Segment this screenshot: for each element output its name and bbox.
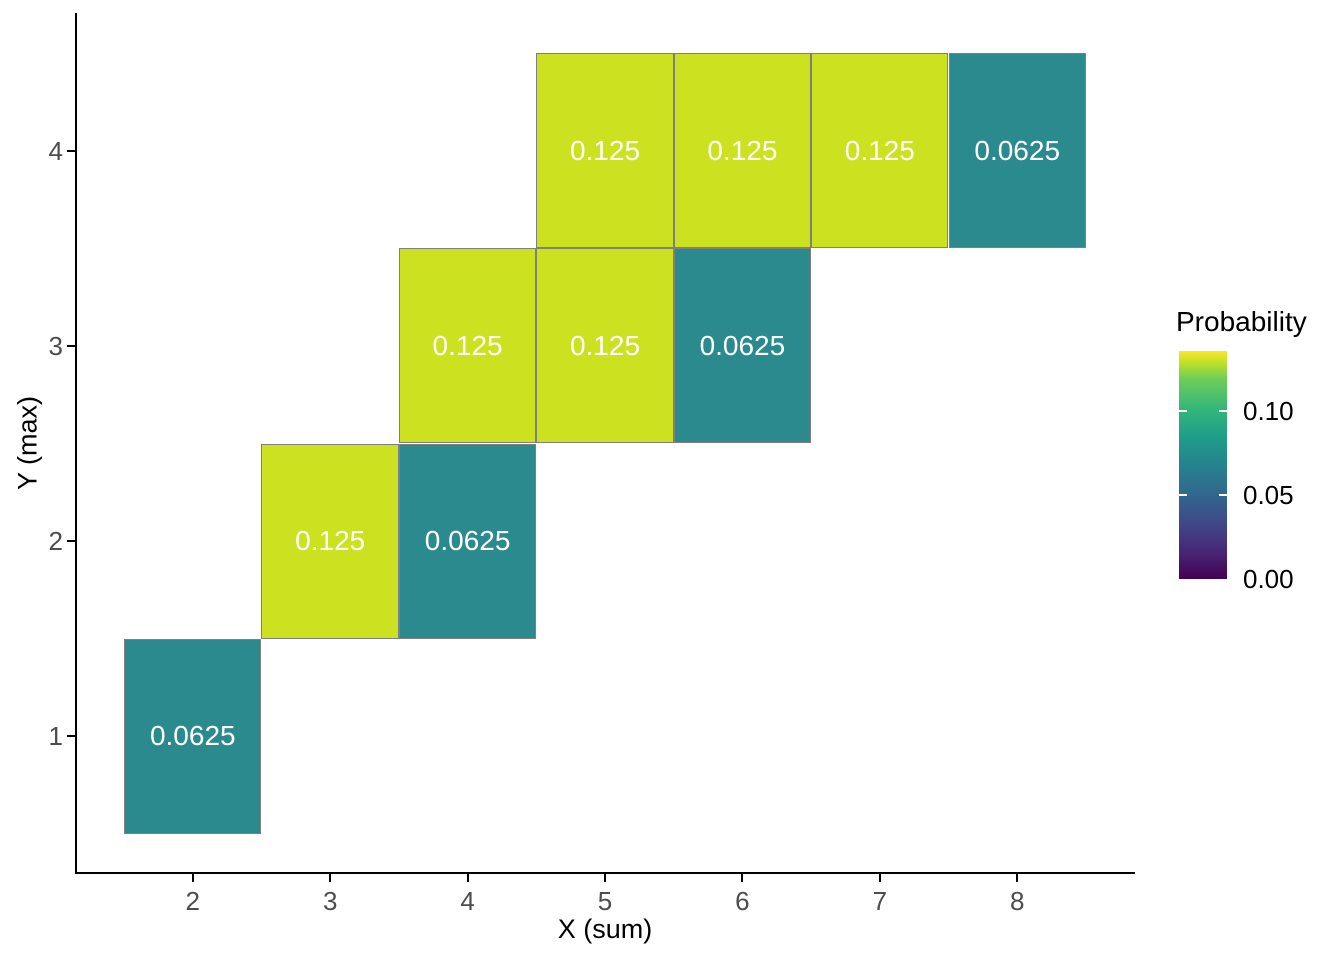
x-tick-label: 2: [185, 886, 201, 916]
x-tick-mark: [466, 874, 469, 882]
tile-probability-label: 0.125: [432, 329, 503, 361]
plot-panel: 0.0625 0.125 0.0625 0.125 0.125 0.0625 0.125 0.…: [76, 14, 1134, 873]
legend: Probability 0.10 0.05 0.00: [1176, 308, 1344, 608]
heatmap-tile-x7-y4: 0.125: [811, 53, 949, 249]
y-axis-line: [75, 13, 77, 874]
heatmap-tile-x8-y4: 0.0625: [948, 53, 1086, 249]
x-tick-label: 3: [322, 886, 338, 916]
y-axis-title: Y (max): [12, 395, 43, 491]
x-tick-mark: [191, 874, 194, 882]
legend-label: 0.10: [1243, 396, 1294, 427]
y-tick-mark: [67, 344, 75, 347]
legend-title: Probability: [1176, 306, 1307, 337]
tile-probability-label: 0.0625: [149, 720, 236, 752]
x-tick-label: 4: [460, 886, 475, 916]
heatmap-tile-x4-y3: 0.125: [398, 248, 537, 444]
tile-probability-label: 0.125: [707, 134, 778, 166]
y-tick-mark: [67, 540, 75, 543]
tile-probability-label: 0.0625: [424, 525, 511, 557]
y-tick-label: 3: [48, 330, 63, 361]
legend-tick-mark: [1179, 410, 1187, 413]
y-tick-label: 2: [48, 526, 63, 557]
legend-colorbar: [1179, 351, 1227, 579]
x-tick-mark: [329, 874, 332, 882]
legend-tick-mark: [1219, 410, 1227, 413]
x-axis-title: X (sum): [557, 914, 653, 944]
x-tick-mark: [604, 874, 606, 882]
tile-probability-label: 0.125: [569, 134, 641, 166]
tile-probability-label: 0.125: [295, 525, 366, 557]
y-tick-label: 4: [48, 135, 63, 166]
x-tick-mark: [878, 874, 881, 882]
tile-probability-label: 0.0625: [974, 134, 1061, 166]
x-tick-label: 7: [872, 886, 888, 916]
heatmap-tile-x6-y3: 0.0625: [673, 248, 812, 444]
legend-tick-mark: [1219, 494, 1227, 497]
x-tick-mark: [741, 874, 744, 882]
y-tick-mark: [67, 149, 75, 152]
tile-probability-label: 0.125: [844, 134, 915, 166]
heatmap-tile-x2-y1: 0.0625: [124, 638, 262, 834]
x-tick-label: 5: [597, 886, 613, 916]
heatmap-tile-x4-y2: 0.0625: [398, 443, 537, 639]
tile-probability-label: 0.0625: [699, 329, 786, 361]
x-axis-line: [75, 872, 1135, 874]
legend-label: 0.05: [1243, 480, 1294, 511]
heatmap-tile-x3-y2: 0.125: [261, 443, 399, 639]
heatmap-tile-x5-y4: 0.125: [536, 53, 674, 249]
y-tick-mark: [67, 735, 75, 738]
x-tick-label: 6: [735, 886, 750, 916]
heatmap-tile-x5-y3: 0.125: [536, 248, 674, 444]
x-tick-mark: [1016, 874, 1019, 882]
heatmap-tile-x6-y4: 0.125: [673, 53, 812, 249]
x-tick-label: 8: [1009, 886, 1025, 916]
tile-probability-label: 0.125: [569, 329, 641, 361]
legend-label: 0.00: [1243, 564, 1294, 594]
y-tick-label: 1: [48, 721, 63, 752]
legend-tick-mark: [1179, 494, 1187, 497]
